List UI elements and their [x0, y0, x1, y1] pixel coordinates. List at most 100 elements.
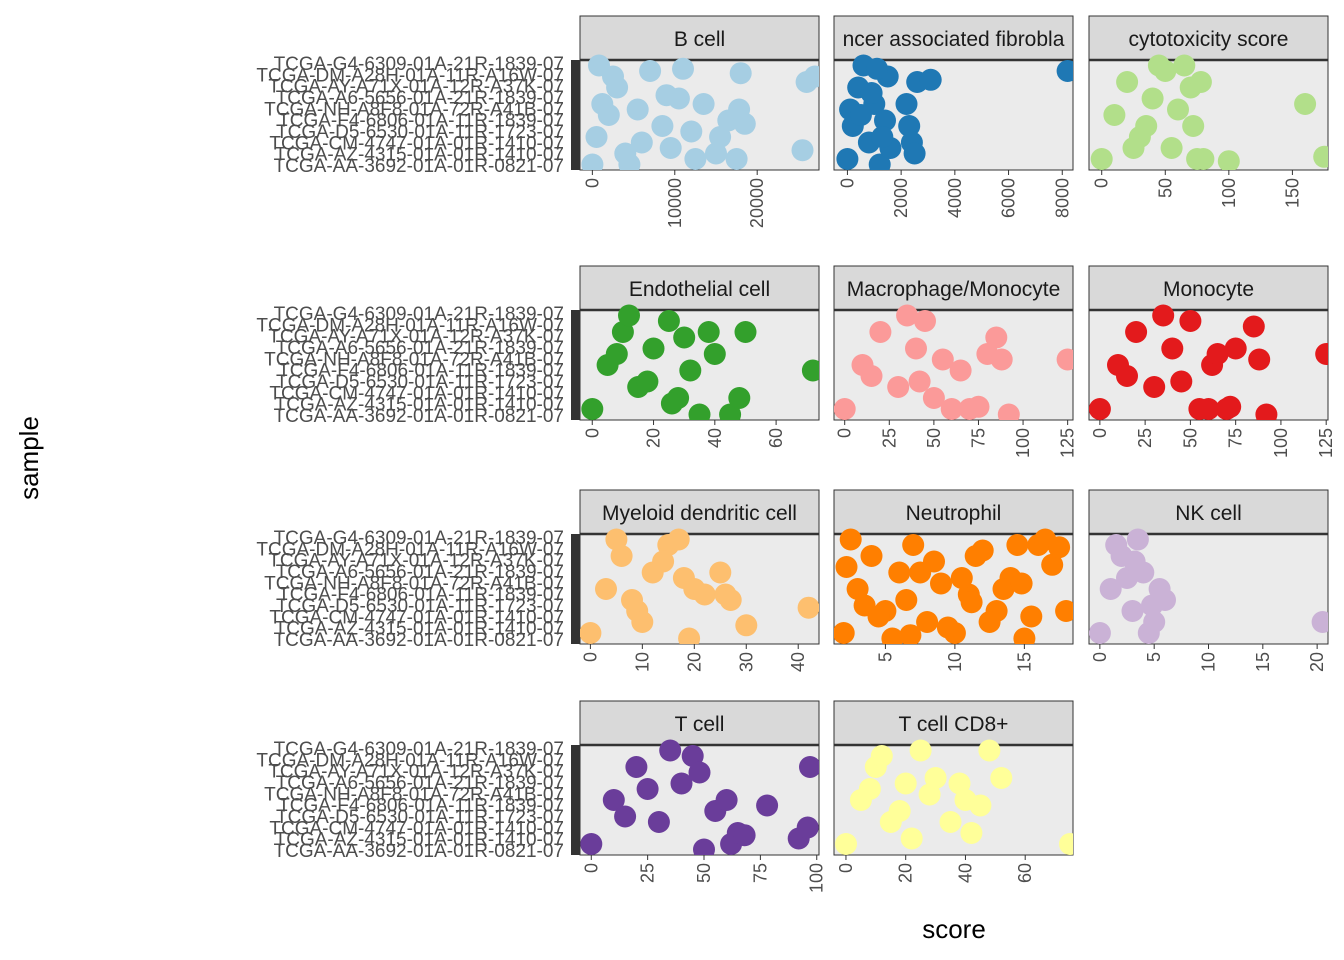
data-point: [621, 589, 643, 611]
y-axis-label: TCGA-D5-6530-01A-11R-1723-07: [276, 596, 564, 617]
facet-panel: cytotoxicity score 0 50 100 150: [1088, 15, 1329, 208]
x-tick-label: 6000: [999, 178, 1019, 218]
x-tick-label: 8000: [1052, 178, 1072, 218]
data-point: [1173, 54, 1196, 77]
data-points: [834, 528, 1073, 644]
x-tick-label: 30: [736, 652, 756, 672]
y-axis-label: TCGA-AY-A71X-01A-12R-A37K-07: [268, 762, 564, 783]
data-point: [960, 591, 983, 614]
y-axis-label: TCGA-AA-3692-01A-01R-0821-07: [274, 156, 564, 177]
data-point: [1189, 71, 1212, 93]
data-point: [914, 310, 936, 332]
y-axis-labels-row-2: TCGA-AA-3692-01A-01R-0821-07TCGA-AZ-4315…: [256, 304, 580, 427]
x-tick-label: 50: [1155, 178, 1175, 198]
facet-strip-label: T cell: [675, 713, 725, 736]
x-axis-title: score: [922, 914, 986, 944]
data-point: [715, 789, 738, 811]
data-point: [667, 87, 690, 110]
data-point: [618, 304, 640, 327]
data-point: [709, 126, 732, 148]
data-point: [728, 98, 751, 121]
facet-panel: Myeloid dendritic cell 0 10 20 30 40: [579, 489, 820, 672]
data-point: [729, 62, 752, 85]
y-axis-label: TCGA-D5-6530-01A-11R-1723-07: [276, 122, 564, 143]
data-point: [1248, 348, 1271, 371]
x-tick-label: 50: [694, 863, 714, 883]
facet-strip-label: Macrophage/Monocyte: [847, 278, 1061, 301]
data-point: [1143, 376, 1166, 398]
data-points: [580, 528, 819, 644]
x-tick-label: 0: [581, 863, 601, 873]
data-point: [860, 82, 883, 104]
data-point: [610, 545, 633, 567]
x-tick-label: 20: [684, 652, 704, 672]
facet-strip-label: Monocyte: [1163, 278, 1254, 301]
data-point: [985, 326, 1008, 349]
data-point: [581, 398, 604, 420]
x-tick-label: 0: [1090, 428, 1110, 438]
data-point: [636, 778, 659, 800]
data-point: [642, 337, 665, 360]
data-point: [1219, 395, 1242, 418]
y-axis-label: TCGA-AY-A71X-01A-12R-A37K-07: [268, 551, 564, 572]
x-tick-label: 0: [835, 428, 855, 438]
x-tick-label: 25: [638, 863, 658, 883]
data-point: [705, 142, 727, 165]
x-tick-label: 100: [807, 863, 827, 893]
data-points: [581, 304, 819, 420]
data-point: [960, 822, 983, 844]
facet-strip: [833, 700, 1074, 746]
x-tick-label: 4000: [945, 178, 965, 218]
x-tick-label: 15: [1253, 652, 1273, 672]
y-axis-labels-row-1: TCGA-AA-3692-01A-01R-0821-07TCGA-AZ-4315…: [256, 54, 580, 177]
data-point: [580, 622, 602, 644]
x-tick-label: 5: [875, 652, 895, 662]
data-point: [1055, 600, 1073, 622]
data-point: [888, 800, 911, 822]
data-point: [949, 359, 972, 382]
data-point: [1090, 148, 1113, 170]
y-axis-label: TCGA-DM-A28H-01A-11R-A16W-07: [256, 315, 564, 336]
data-point: [835, 556, 858, 578]
data-point: [631, 611, 654, 633]
data-point: [728, 387, 751, 409]
facet-strip-label: ncer associated fibrobla: [843, 28, 1065, 51]
data-point: [905, 337, 927, 360]
x-tick-label: 0: [837, 178, 857, 188]
y-axis-label: TCGA-G4-6309-01A-21R-1839-07: [274, 54, 564, 75]
data-point: [1135, 115, 1158, 137]
data-point: [1020, 605, 1043, 628]
data-point: [1041, 553, 1064, 576]
data-point: [719, 589, 742, 611]
x-tick-label: 40: [705, 428, 725, 448]
y-axis-label: TCGA-A6-5656-01A-21R-1839-07: [276, 338, 564, 359]
y-axis-label: TCGA-CM-4747-01A-01R-1410-07: [269, 133, 564, 154]
facet-panel: B cell 0 10000 20000: [579, 15, 820, 228]
data-point: [1313, 145, 1328, 168]
data-point: [678, 627, 701, 644]
data-points: [581, 54, 819, 170]
y-axis-label: TCGA-AZ-4315-01A-01R-1410-07: [275, 145, 564, 166]
data-point: [1105, 534, 1128, 556]
data-point: [667, 528, 690, 551]
data-point: [1010, 572, 1033, 595]
x-tick-label: 0: [582, 428, 602, 438]
data-point: [936, 616, 959, 639]
facet-strip: [833, 15, 1074, 61]
data-point: [611, 321, 634, 343]
data-point: [597, 104, 620, 126]
facet-strip-label: B cell: [674, 28, 725, 51]
x-tick-label: 20: [1307, 652, 1327, 672]
facet-strip: [579, 700, 820, 746]
data-point: [997, 403, 1020, 420]
x-tick-label: 75: [1226, 428, 1246, 448]
y-axis-label: TCGA-DM-A28H-01A-11R-A16W-07: [256, 65, 564, 86]
y-axis-label: TCGA-NH-A8F8-01A-72R-A41B-07: [264, 99, 564, 120]
data-point: [900, 827, 923, 850]
y-axis-label: TCGA-DM-A28H-01A-11R-A16W-07: [256, 539, 564, 560]
data-point: [614, 805, 637, 828]
data-point: [1006, 534, 1029, 556]
y-axis-label: TCGA-DM-A28H-01A-11R-A16W-07: [256, 750, 564, 771]
x-tick-label: 10: [945, 652, 965, 672]
